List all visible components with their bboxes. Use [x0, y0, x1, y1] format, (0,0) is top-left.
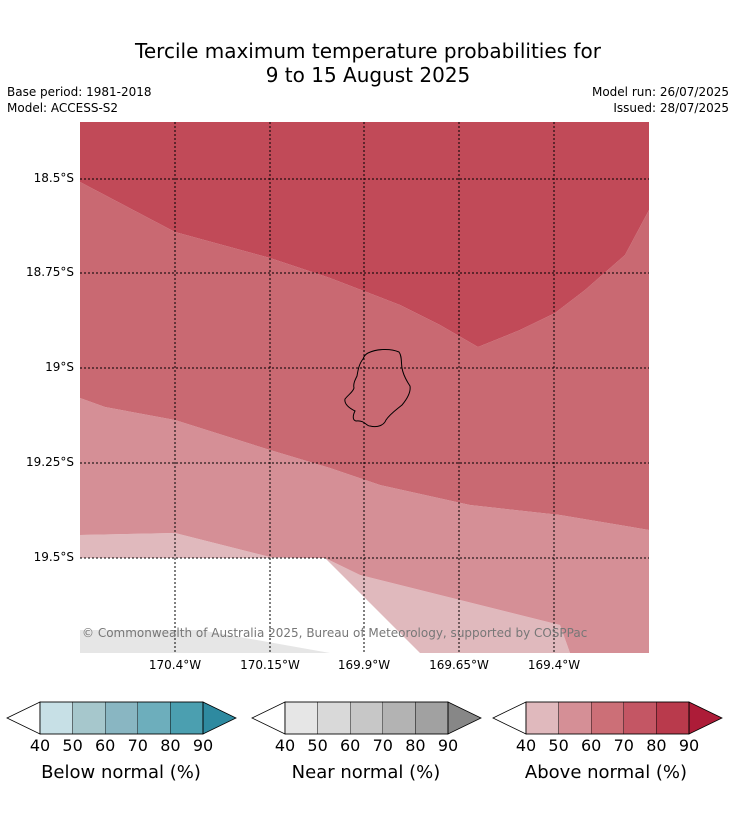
colorbar-tick-label: 60: [95, 736, 116, 755]
colorbar-tick-label: 60: [340, 736, 361, 755]
colorbar-tick-label: 80: [160, 736, 181, 755]
model-run: Model run: 26/07/2025: [591, 85, 729, 99]
model-name: Model: ACCESS-S2: [7, 101, 119, 115]
colorbar-above-normal: [492, 701, 723, 735]
colorbar-outline: [525, 701, 690, 735]
lat-label-19: 19°S: [45, 360, 74, 374]
colorbar-label-below: Below normal (%): [41, 762, 201, 783]
meta-left: Base period: 1981-2018 Model: ACCESS-S2: [7, 84, 152, 116]
colorbar-arrow-left: [6, 701, 41, 735]
meta-right: Model run: 26/07/2025 Issued: 28/07/2025: [592, 84, 729, 116]
colorbar-outline: [284, 701, 449, 735]
colorbar-segment: [137, 701, 171, 735]
colorbar-label-above: Above normal (%): [524, 762, 688, 783]
lon-label-169-65: 169.65°W: [429, 658, 489, 672]
issued-date: Issued: 28/07/2025: [613, 101, 729, 115]
lat-label-18-5: 18.5°S: [33, 171, 74, 185]
colorbar-outline: [39, 701, 204, 735]
colorbar-tick-label: 70: [372, 736, 393, 755]
colorbar-tick-label: 40: [274, 736, 296, 755]
colorbar-tick-label: 90: [192, 736, 214, 755]
island-outline: [344, 349, 411, 428]
colorbar-segment: [558, 701, 592, 735]
colorbar-segment: [623, 701, 657, 735]
colorbar-arrow-left: [251, 701, 286, 735]
lat-label-18-75: 18.75°S: [26, 265, 74, 279]
colorbar-segment: [317, 701, 351, 735]
copyright-text: © Commonwealth of Australia 2025, Bureau…: [82, 626, 587, 640]
title-line-1: Tercile maximum temperature probabilitie…: [135, 39, 601, 63]
colorbar-segment: [72, 701, 106, 735]
colorbar-tick-label: 70: [127, 736, 148, 755]
colorbar-segment: [656, 701, 690, 735]
colorbar-tick-label: 80: [646, 736, 667, 755]
colorbar-near-normal: [251, 701, 482, 735]
colorbar-tick-label: 40: [515, 736, 537, 755]
colorbar-tick-label: 50: [307, 736, 328, 755]
gridlines: [80, 122, 649, 653]
title-line-2: 9 to 15 August 2025: [265, 63, 471, 87]
colorbar-arrow-right: [688, 701, 723, 735]
lon-label-169-9: 169.9°W: [337, 658, 391, 672]
zone-near-normal: [80, 630, 330, 653]
colorbar-tick-label: 40: [29, 736, 51, 755]
colorbar-tick-label: 60: [581, 736, 602, 755]
lon-label-170-4: 170.4°W: [148, 658, 202, 672]
colorbar-tick-label: 50: [548, 736, 569, 755]
colorbar-segment: [284, 701, 318, 735]
colorbar-arrow-right: [202, 701, 237, 735]
zone-above-60-70: [80, 398, 649, 653]
colorbar-tick-label: 80: [405, 736, 426, 755]
base-period: Base period: 1981-2018: [7, 85, 152, 99]
colorbar-segment: [350, 701, 384, 735]
colorbar-segment: [382, 701, 416, 735]
colorbar-segment: [591, 701, 625, 735]
lat-label-19-5: 19.5°S: [33, 550, 74, 564]
lat-label-19-25: 19.25°S: [26, 455, 74, 469]
colorbar-segment: [170, 701, 204, 735]
colorbar-arrow-left: [492, 701, 527, 735]
colorbar-below-normal: [6, 701, 237, 735]
colorbar-segment: [525, 701, 559, 735]
colorbar-segment: [415, 701, 449, 735]
colorbar-label-near: Near normal (%): [291, 762, 441, 783]
colorbar-tick-label: 50: [62, 736, 83, 755]
colorbar-tick-label: 90: [678, 736, 700, 755]
colorbar-tick-label: 90: [437, 736, 459, 755]
lon-label-169-4: 169.4°W: [527, 658, 581, 672]
colorbar-segment: [39, 701, 73, 735]
zone-above-50-60: [80, 533, 570, 653]
colorbar-tick-label: 70: [613, 736, 634, 755]
colorbar-segment: [104, 701, 138, 735]
lon-label-170-15: 170.15°W: [240, 658, 300, 672]
colorbar-arrow-right: [447, 701, 482, 735]
